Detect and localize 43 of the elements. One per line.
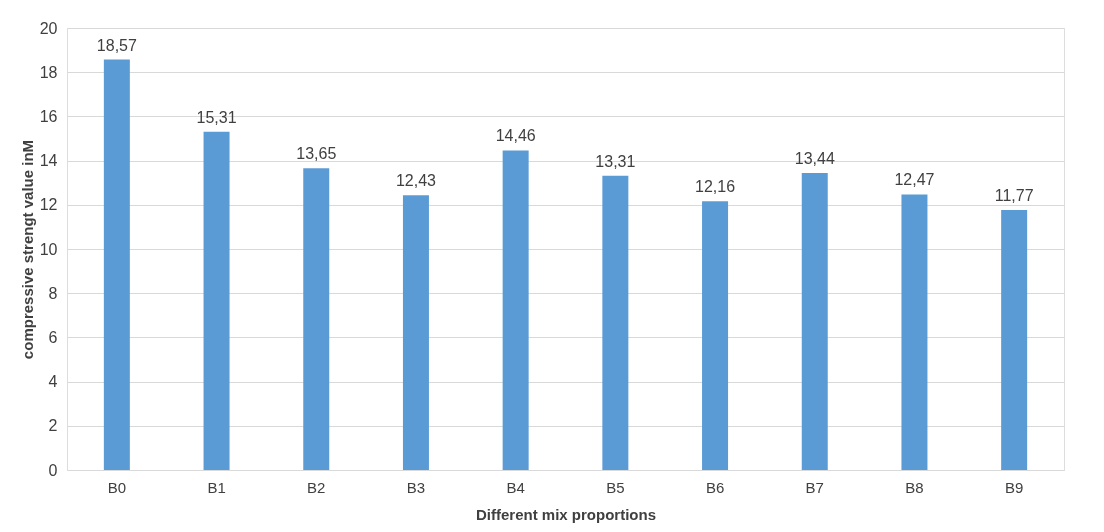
bar (502, 150, 529, 470)
bar (901, 194, 928, 470)
data-label: 13,31 (595, 152, 636, 170)
data-label: 14,46 (495, 127, 536, 145)
y-tick-label: 2 (48, 417, 58, 435)
x-tick-label: B2 (307, 478, 326, 496)
bar (402, 195, 429, 470)
x-tick-label: B0 (107, 478, 127, 496)
y-axis-title: compressive strengt value inM (18, 139, 36, 360)
x-tick-label: B9 (1004, 478, 1024, 496)
bar (303, 168, 330, 470)
bar (1001, 209, 1028, 470)
data-label: 11,77 (994, 186, 1034, 204)
x-tick-label: B1 (207, 478, 226, 496)
data-label: 13,65 (296, 145, 337, 163)
y-tick-label: 12 (39, 196, 58, 214)
x-tick-label: B6 (705, 478, 725, 496)
x-tick-label: B3 (406, 478, 426, 496)
bar (702, 201, 729, 470)
y-tick-label: 6 (48, 328, 58, 346)
y-tick-label: 10 (39, 240, 58, 258)
x-tick-label: B4 (506, 478, 525, 496)
data-label: 13,44 (794, 149, 835, 167)
data-label: 15,31 (196, 108, 237, 126)
y-tick-label: 20 (39, 19, 58, 37)
y-tick-label: 8 (48, 284, 58, 302)
x-tick-label: B5 (606, 478, 625, 496)
y-tick-label: 0 (48, 461, 58, 479)
data-label: 18,57 (96, 36, 137, 54)
x-tick-label: B7 (805, 478, 824, 496)
y-tick-label: 4 (48, 373, 58, 391)
bar (801, 172, 828, 470)
data-label: 12,43 (395, 172, 437, 190)
y-tick-label: 14 (39, 152, 58, 170)
x-axis-title: Different mix proportions (475, 505, 657, 523)
y-tick-label: 16 (39, 107, 58, 125)
data-label: 12,47 (894, 171, 935, 189)
bar (103, 59, 130, 470)
y-tick-label: 18 (39, 63, 58, 81)
bar (203, 131, 230, 470)
data-label: 12,16 (695, 178, 736, 196)
x-tick-label: B8 (905, 478, 924, 496)
bar (602, 175, 629, 470)
